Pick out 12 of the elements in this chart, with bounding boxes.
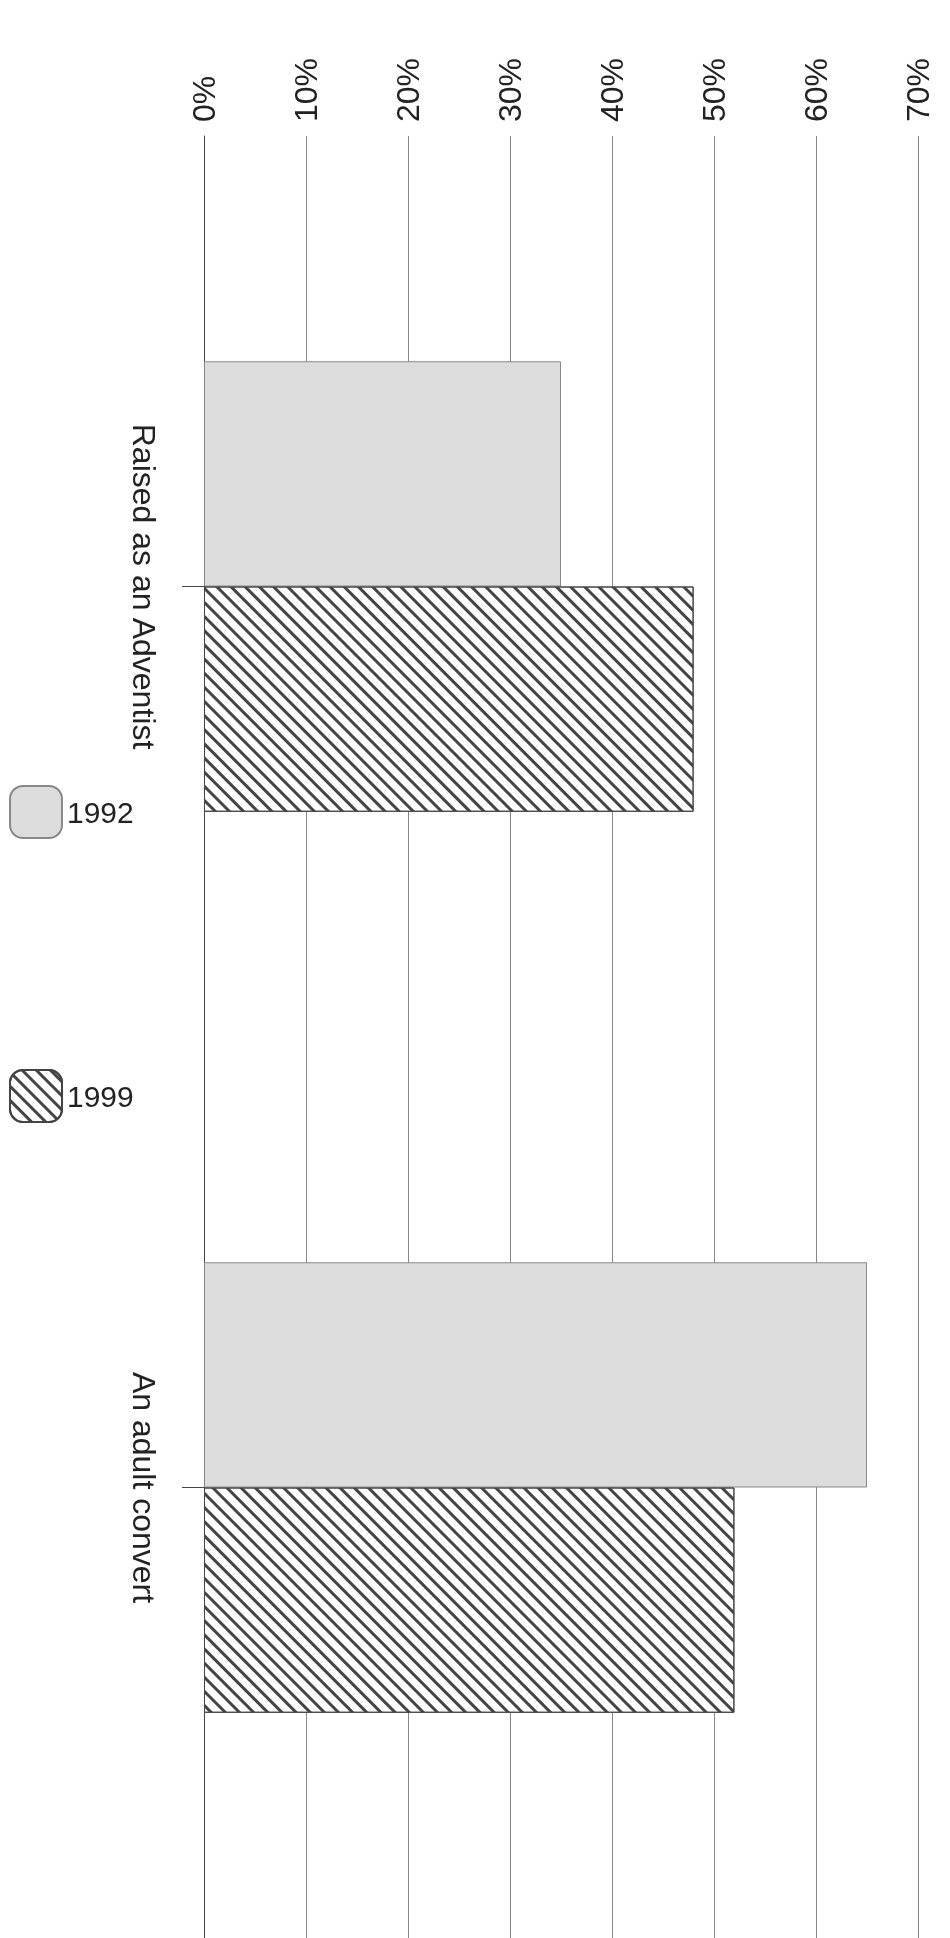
x-tick-label: 30%: [492, 57, 528, 122]
x-tick-label: 40%: [594, 57, 630, 122]
x-tick-label: 0%: [186, 75, 222, 122]
x-tick-label: 70%: [900, 57, 936, 122]
x-tick-label: 20%: [390, 57, 426, 122]
y-tick-label: An adult convert: [126, 1371, 162, 1604]
y-tick-label: Raised as an Adventist: [126, 423, 162, 750]
x-tick-label: 50%: [696, 57, 732, 122]
x-tick-label: 60%: [798, 57, 834, 122]
legend-label: 1999: [67, 1079, 134, 1113]
x-tick-label: 10%: [288, 57, 324, 122]
legend-label: 1992: [67, 795, 134, 829]
